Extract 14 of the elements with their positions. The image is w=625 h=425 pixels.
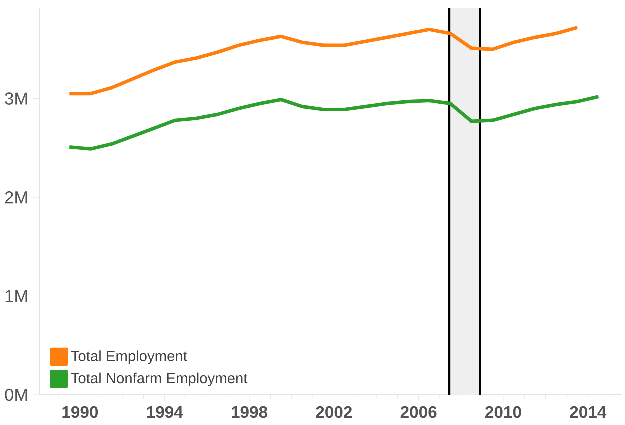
- y-tick-label: 0M: [5, 388, 28, 402]
- x-tick-label: 1990: [62, 406, 98, 418]
- legend-label: Total Employment: [71, 350, 188, 364]
- x-tick-label: 2002: [316, 406, 352, 418]
- y-tick-label: 1M: [6, 290, 28, 302]
- y-tick-label: 2M: [5, 191, 28, 204]
- x-tick-label: 2014: [570, 406, 607, 418]
- legend-label: Total Nonfarm Employment: [71, 372, 248, 386]
- x-tick-label: 2010: [486, 406, 522, 418]
- x-tick-label: 2006: [400, 406, 437, 418]
- line-series: [68, 26, 580, 96]
- y-tick-label: 3M: [5, 92, 28, 105]
- x-tick-label: 1994: [147, 406, 184, 418]
- x-tick-label: 1998: [232, 406, 268, 418]
